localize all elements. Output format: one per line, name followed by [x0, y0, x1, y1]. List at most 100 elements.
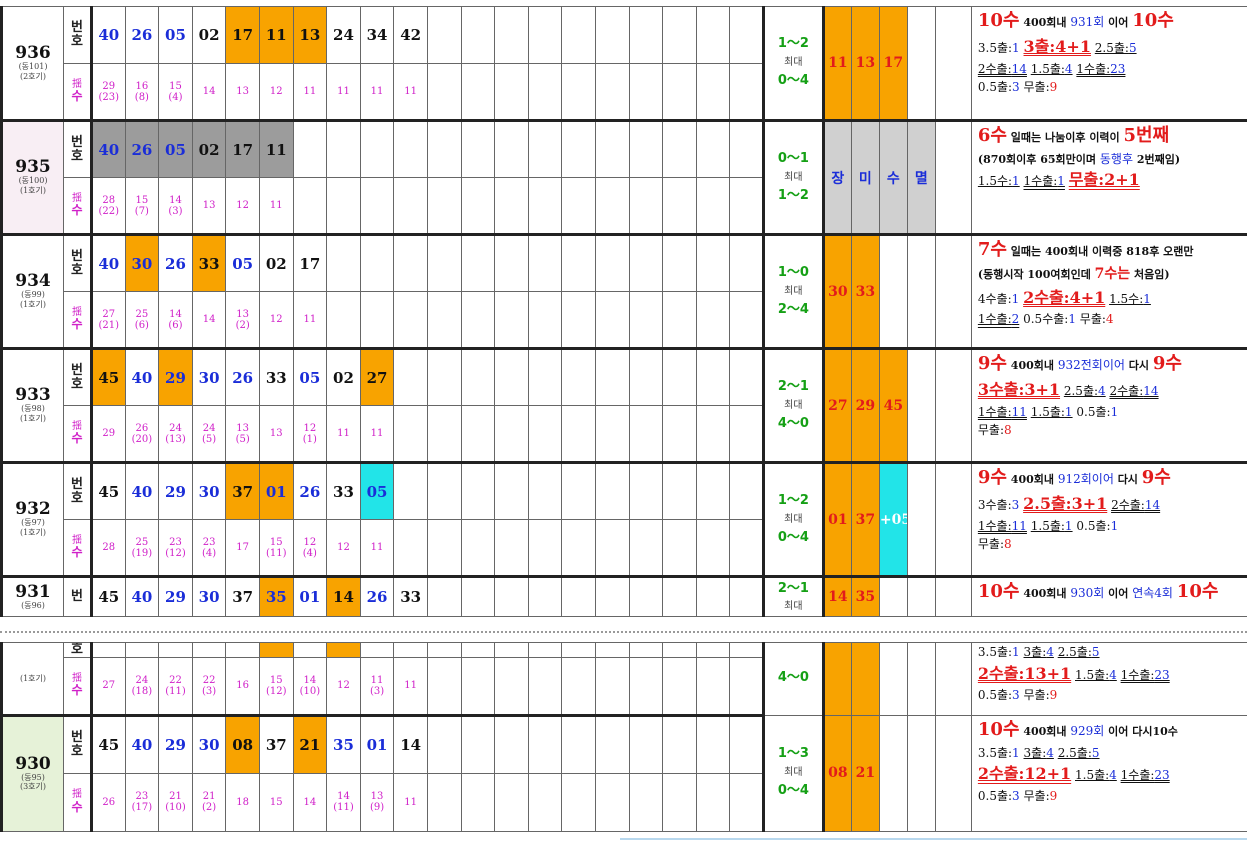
count-value: 14 — [303, 796, 317, 808]
count-cell — [729, 405, 764, 464]
highlight-cell — [878, 642, 908, 716]
notes-cell: 9수 400회내 932전회이어 다시 9수 3수출:3+1 2.5출:4 2수… — [970, 348, 1247, 463]
number-cell — [628, 6, 664, 64]
notes-line: 1.5수:1 1수출:1 무출:2+1 — [978, 168, 1247, 193]
number-cell — [662, 6, 697, 64]
label-beon: 번 — [71, 589, 83, 605]
number-cell — [494, 234, 529, 292]
count-value: 12 — [303, 536, 317, 548]
label-ho: 호 — [71, 490, 83, 506]
number-cell — [594, 462, 630, 520]
label-dan: 揺 — [72, 534, 82, 546]
number-cell: 01 — [292, 576, 328, 617]
count-cell — [527, 291, 563, 350]
count-sub: (23) — [98, 91, 120, 103]
count-cell — [292, 177, 328, 236]
number-cell: 14 — [326, 576, 361, 617]
number-cell — [729, 348, 764, 406]
count-value: 23 — [169, 536, 182, 548]
range-max-label: 최대 — [784, 171, 803, 183]
number-cell — [628, 576, 664, 617]
notes-line: (870회이후 65회만이며 동행후 2번째임) — [978, 150, 1247, 169]
count-cell — [527, 656, 563, 717]
number-cell — [561, 120, 596, 178]
spacer-cell — [934, 642, 972, 716]
machine-label: (3호기) — [19, 782, 47, 792]
count-value: 11 — [404, 680, 417, 692]
notes-line: 무출:8 — [978, 535, 1247, 554]
count-cell: 26 — [90, 772, 126, 832]
note-text: 2.5출:3+1 — [1023, 493, 1108, 513]
note-text: 1수출:23 — [1120, 667, 1170, 682]
count-value: 27 — [102, 308, 116, 320]
notes-cell: 6수 일때는 나눔이후 이력이 5번째 (870회이후 65회만이며 동행후 2… — [970, 120, 1247, 235]
note-text: 930회 — [1070, 586, 1105, 600]
highlight-cell: 35 — [850, 576, 880, 617]
note-text: 400회내 — [1023, 587, 1067, 600]
count-sub: (6) — [168, 319, 183, 331]
notes-cell: 10수 400회내 931회 이어 10수 3.5출:1 3출:4+1 2.5출… — [970, 6, 1247, 121]
machine-label: (1호기) — [19, 414, 47, 423]
number-cell — [695, 120, 731, 178]
round-sub-label: (동100) — [18, 176, 48, 186]
count-cell — [561, 63, 596, 122]
count-cell — [494, 772, 529, 832]
page-break-divider — [0, 631, 1247, 633]
number-cell: 05 — [359, 462, 395, 520]
count-value: 14 — [337, 791, 350, 803]
count-cell: 17 — [225, 519, 260, 578]
highlight-cell: 01 — [821, 462, 852, 577]
count-cell — [695, 519, 731, 578]
count-cell: 11 — [393, 63, 428, 122]
label-su: 수 — [71, 89, 83, 103]
range-bottom: 1～2 — [777, 187, 809, 203]
count-cell: 13 — [225, 63, 260, 122]
highlight-cell: 21 — [850, 714, 880, 832]
note-text: 무출:9 — [1023, 80, 1058, 95]
number-cell: 05 — [158, 6, 193, 64]
count-value: 11 — [303, 314, 317, 325]
note-text: 9수 — [1141, 467, 1171, 488]
number-cell: 17 — [292, 234, 328, 292]
notes-line: 0.5출:3 무출:9 — [978, 787, 1247, 806]
round-sub-label: (동96) — [21, 600, 45, 610]
number-cell — [460, 576, 496, 617]
number-cell — [729, 576, 764, 617]
highlight-cell — [878, 714, 908, 832]
count-value: 12 — [337, 680, 350, 692]
highlight-cell: 30 — [821, 234, 852, 349]
count-value: 11 — [404, 86, 417, 97]
note-text: 932전회이어 — [1057, 358, 1125, 372]
count-cell — [494, 63, 529, 122]
note-text: 2수출:14 — [1111, 497, 1161, 512]
count-cell — [561, 656, 596, 717]
upper-table: 936 (동101) (2호기) 번 호 40 26 05 02 17 11 13 24 34 42 1～2 최… — [0, 6, 1247, 617]
count-cell: 28 (22) — [90, 177, 126, 236]
number-cell: 37 — [225, 576, 260, 617]
label-dan: 揺 — [72, 789, 82, 801]
count-cell — [561, 291, 596, 350]
label-ho: 호 — [71, 34, 83, 49]
number-cell: 05 — [225, 234, 260, 292]
number-cell: 17 — [225, 120, 260, 178]
range-cell: 2～1 최대 — [761, 576, 824, 617]
label-beon: 번 — [63, 576, 92, 617]
count-value: 13 — [236, 308, 250, 320]
draw-row-numbers: 930 (동95) (3호기) 번 호 45 40 29 30 08 37 21 35 01 14 1～3 최대… — [0, 714, 1247, 832]
machine-label: (1호기) — [19, 300, 47, 309]
number-cell — [729, 714, 764, 774]
count-cell — [695, 177, 731, 236]
range-top: 1～2 — [777, 36, 809, 52]
count-cell: 16 (8) — [124, 63, 160, 122]
round-sub-label: (동99) — [21, 290, 45, 300]
count-value: 21 — [169, 791, 182, 803]
number-cell: 40 — [90, 6, 126, 64]
number-cell — [359, 642, 395, 658]
count-value: 23 — [202, 536, 216, 548]
count-value: 22 — [202, 674, 216, 686]
note-text: 0.5출:3 — [977, 788, 1020, 803]
count-value: 12 — [337, 542, 350, 553]
count-cell — [594, 63, 630, 122]
number-cell: 26 — [124, 120, 160, 178]
count-cell: 29 — [90, 405, 126, 464]
